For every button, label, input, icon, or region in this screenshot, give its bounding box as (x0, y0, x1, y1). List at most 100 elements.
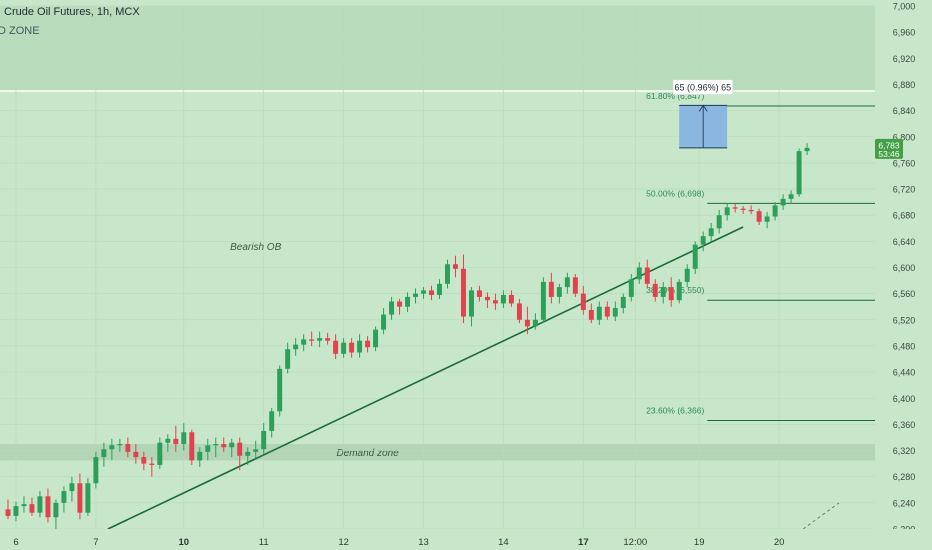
measure-label: 65 (0.96%) 65 (675, 83, 732, 93)
price-tick-label: 6,280 (893, 472, 916, 482)
candle-body (21, 504, 27, 507)
candle-body (421, 290, 426, 294)
candle-body (620, 296, 626, 309)
fib-level-label: 61.80% (6,847) (646, 91, 704, 101)
price-tick-label: 6,480 (893, 341, 916, 351)
candle-body (788, 194, 794, 199)
candle-body (508, 294, 514, 304)
candle-body (429, 290, 434, 295)
price-tick-label: 6,600 (893, 263, 916, 273)
time-axis-background (0, 529, 932, 550)
supply-zone (0, 6, 875, 91)
candle-body (29, 504, 35, 513)
candle-body (652, 283, 658, 297)
candle-body (13, 506, 19, 516)
candle-body (516, 303, 522, 320)
candle-body (269, 411, 275, 431)
candle-body (684, 268, 690, 282)
time-tick-label: 13 (418, 537, 429, 548)
candle-body (764, 216, 770, 222)
price-tick-label: 6,320 (893, 446, 916, 456)
candle-body (748, 209, 754, 212)
candle-body (93, 457, 99, 484)
candle-body (373, 329, 379, 348)
fib-level-label: 23.60% (6,366) (646, 405, 704, 415)
candle-body (700, 236, 706, 245)
candle-body (125, 444, 131, 452)
candle-body (285, 349, 291, 369)
candle-body (221, 444, 227, 448)
candle-body (157, 442, 163, 465)
candle-body (357, 340, 363, 353)
candle-body (253, 449, 259, 452)
candle-body (756, 211, 762, 222)
candle-body (109, 445, 115, 450)
price-tick-label: 6,440 (893, 368, 916, 378)
candle-body (484, 296, 490, 301)
candle-body (397, 301, 403, 307)
candle-body (149, 463, 155, 465)
candle-body (724, 207, 730, 216)
measure-label-box (672, 79, 734, 95)
demand-zone-label: Demand zone (336, 448, 399, 459)
candle-body (524, 319, 530, 327)
candle-body (333, 340, 339, 354)
price-tick-label: 7,000 (893, 2, 916, 12)
candle-body (229, 442, 235, 448)
bearish-ob-label: Bearish OB (230, 242, 281, 253)
price-tick-label: 6,520 (893, 315, 916, 325)
candle-body (197, 451, 203, 461)
price-tick-label: 6,640 (893, 237, 916, 247)
candle-body (365, 340, 371, 348)
last-price-badge (875, 138, 903, 159)
candle-body (77, 483, 83, 513)
price-tick-label: 6,960 (893, 28, 916, 38)
candle-body (612, 308, 618, 317)
price-tick-label: 6,760 (893, 158, 916, 168)
candle-body (317, 338, 323, 341)
time-tick-label: 12:00 (623, 537, 647, 548)
price-tick-label: 6,880 (893, 80, 916, 90)
candle-body (796, 151, 802, 195)
candle-body (389, 301, 395, 315)
candle-body (437, 283, 442, 295)
candle-body (660, 287, 666, 297)
candle-body (181, 432, 187, 445)
time-tick-label: 12 (338, 537, 349, 548)
candle-body (476, 290, 482, 297)
candle-body (453, 264, 458, 269)
last-price-value: 6,783 (878, 140, 900, 150)
time-tick-label: 17 (578, 537, 589, 548)
fib-level-label: 50.00% (6,698) (646, 188, 704, 198)
fib-level-label: 38.20% (6,550) (646, 285, 704, 295)
candle-body (445, 264, 450, 284)
candle-body (780, 198, 786, 206)
time-tick-label: 14 (498, 537, 509, 548)
candle-body (293, 344, 299, 350)
bar-countdown: 53:46 (878, 149, 900, 159)
candle-body (732, 207, 738, 209)
price-tick-label: 6,720 (893, 185, 916, 195)
time-tick-label: 19 (694, 537, 705, 548)
candle-body (117, 444, 123, 446)
candle-body (644, 267, 650, 284)
candle-body (740, 208, 746, 210)
candle-body (189, 432, 195, 461)
price-tick-label: 6,360 (893, 420, 916, 430)
candle-body (165, 438, 171, 443)
candle-body (53, 502, 59, 518)
chart-title: Crude Oil Futures, 1h, MCX (4, 6, 140, 18)
candle-body (381, 314, 387, 330)
candle-body (564, 277, 570, 288)
candle-body (604, 306, 610, 317)
candle-body (301, 339, 307, 345)
candle-body (5, 509, 11, 516)
time-tick-label: 7 (93, 537, 98, 548)
price-tick-label: 6,680 (893, 211, 916, 221)
candle-body (716, 215, 722, 229)
candle-body (237, 442, 243, 456)
candle-body (213, 444, 219, 446)
candle-body (325, 338, 331, 341)
measure-arrow-head (698, 104, 708, 112)
